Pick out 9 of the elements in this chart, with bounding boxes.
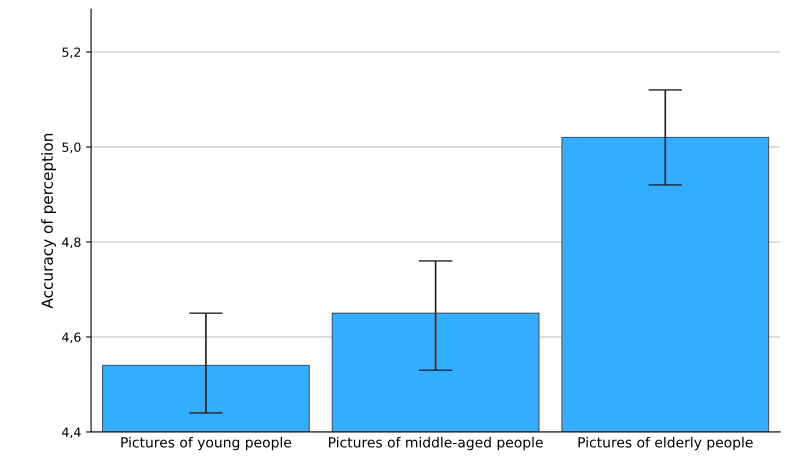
y-tick-label: 4,8 xyxy=(62,237,81,248)
y-tick-label: 4,4 xyxy=(62,428,81,438)
y-tick-label: 4,6 xyxy=(62,332,81,344)
x-tick-label: Pictures of middle-aged people xyxy=(329,436,543,450)
y-tick-label: 5,2 xyxy=(62,47,80,58)
x-tick-label: Pictures of young people xyxy=(121,436,292,450)
x-tick-label: Pictures of elderly people xyxy=(578,436,753,450)
y-tick-label: 5,0 xyxy=(62,142,81,154)
y-axis-title: Accuracy of perception xyxy=(41,134,56,308)
